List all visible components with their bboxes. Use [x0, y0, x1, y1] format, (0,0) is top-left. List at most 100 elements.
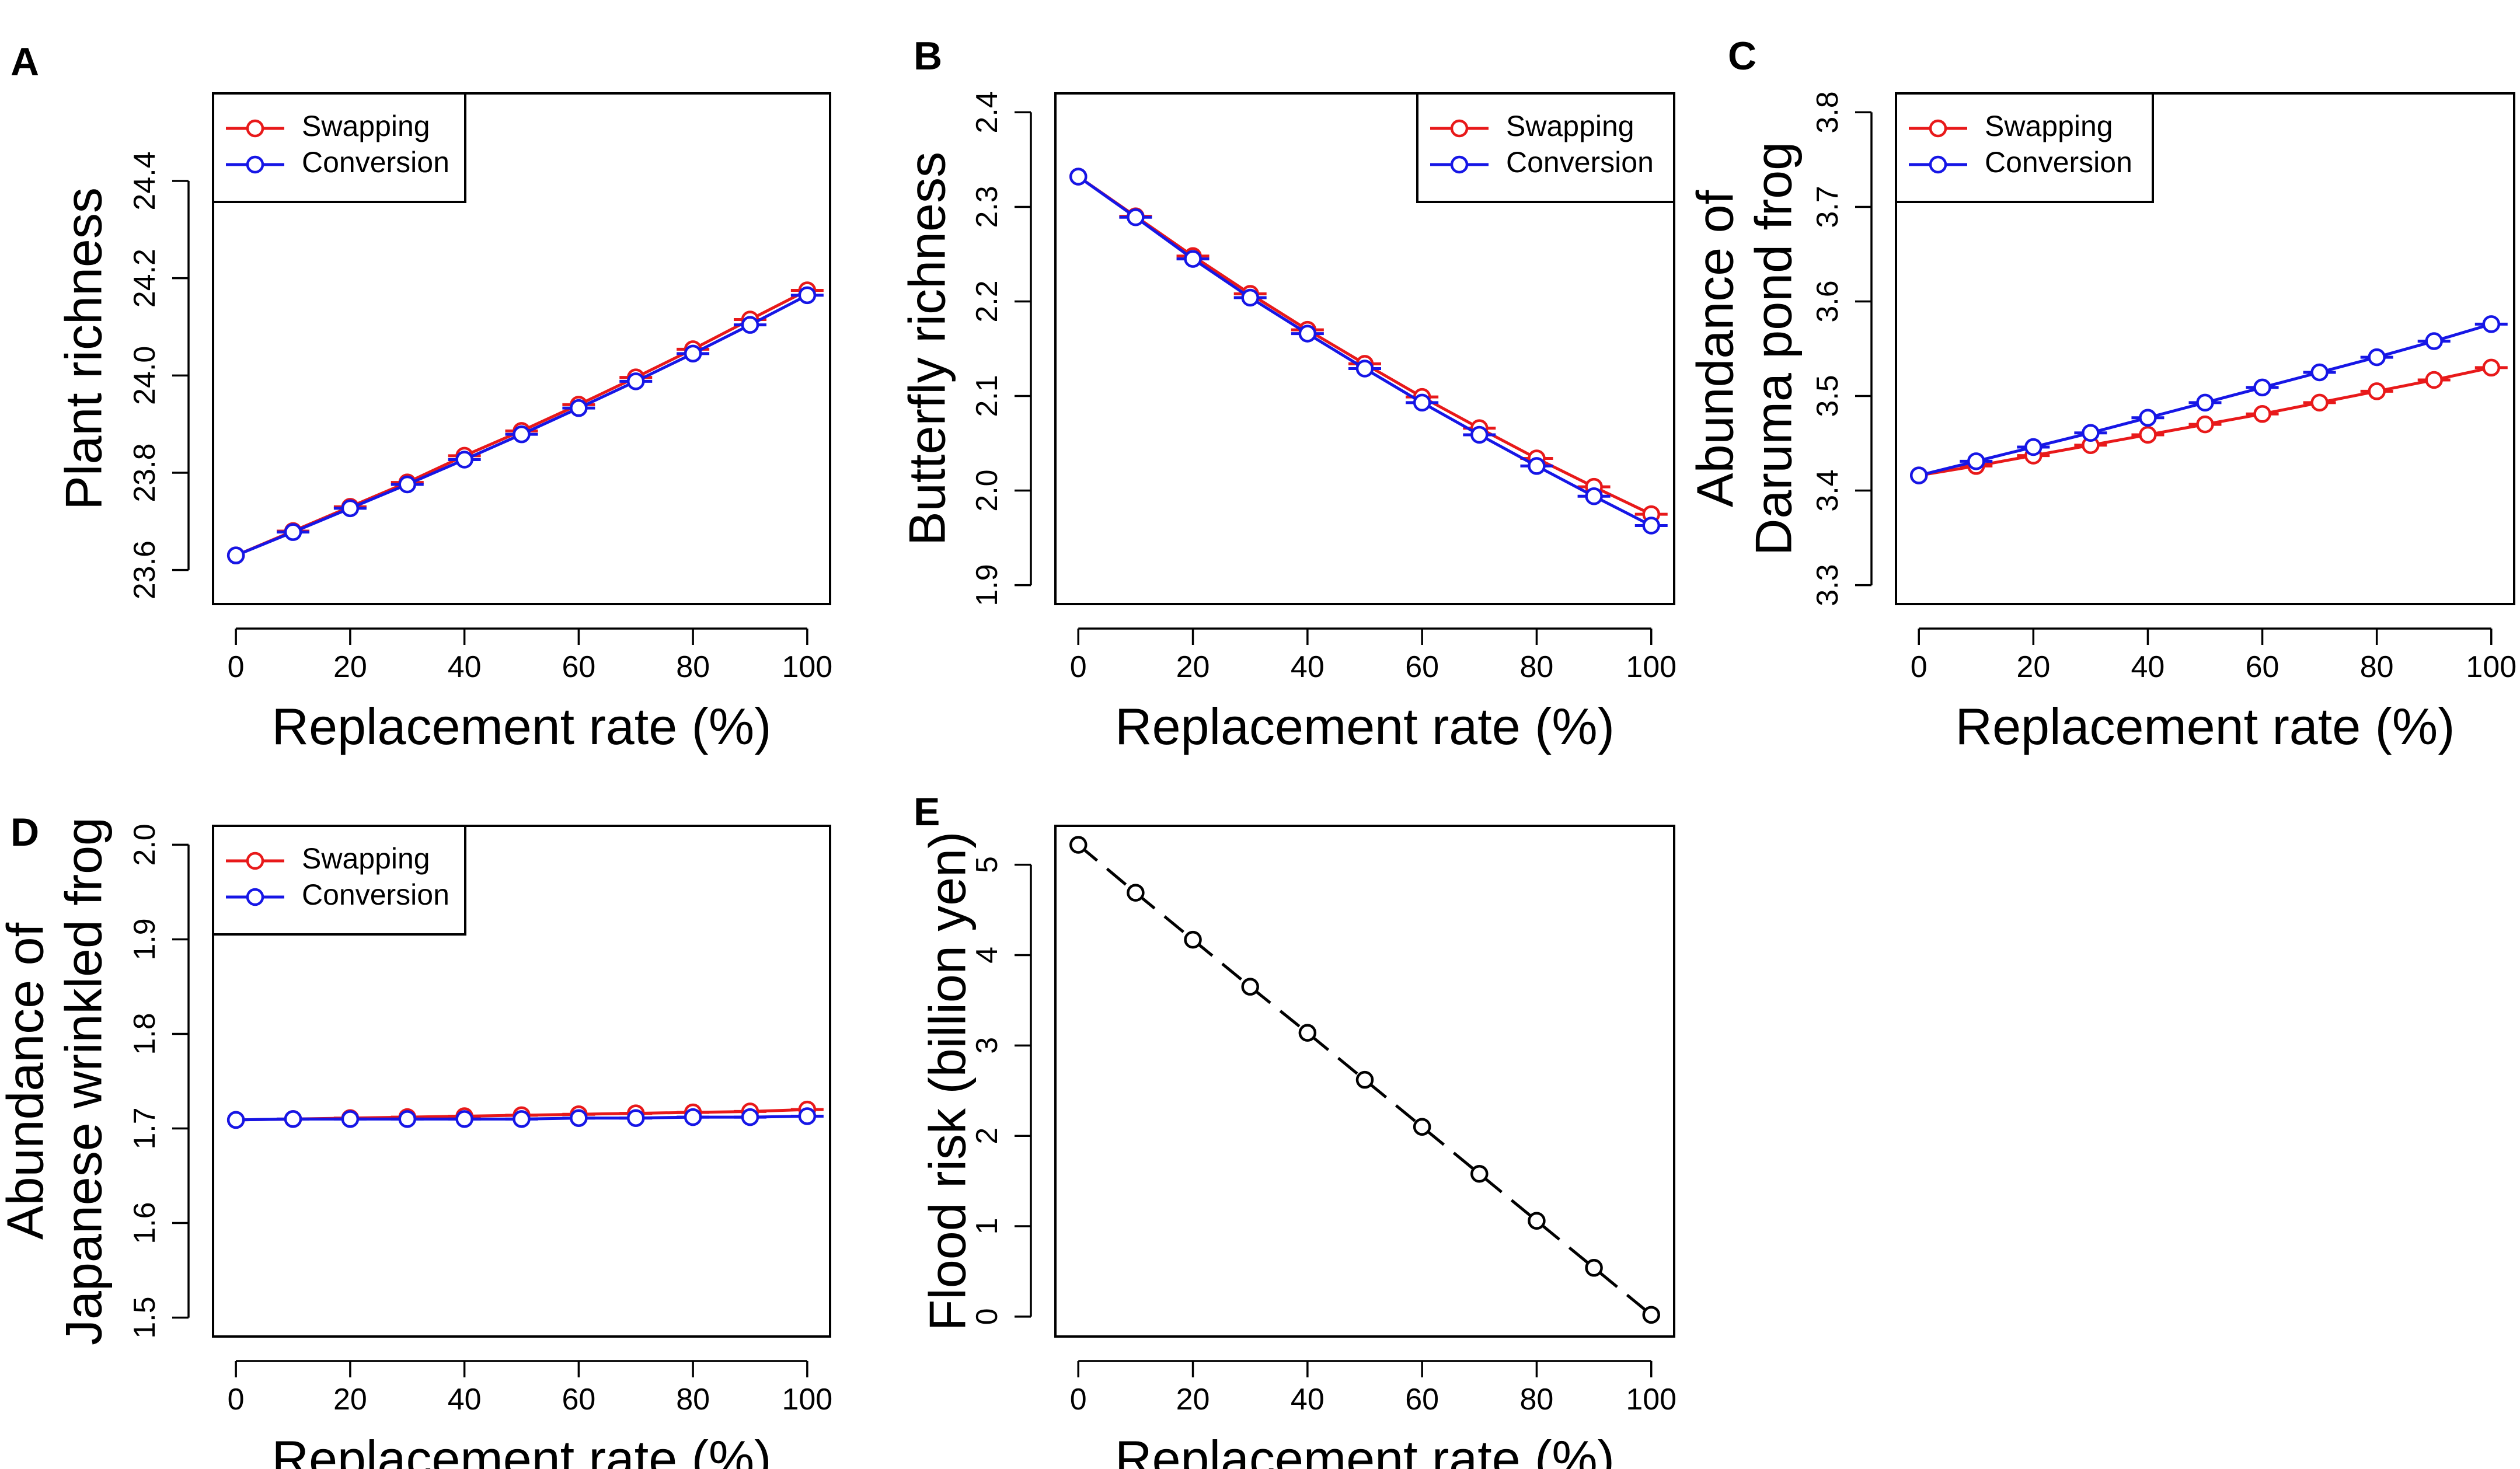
legend-label: Conversion	[302, 878, 449, 911]
data-point	[1528, 1212, 1546, 1230]
data-point	[455, 1110, 473, 1128]
data-point	[2196, 415, 2214, 434]
y-axis-title: Flood risk (billion yen)	[918, 832, 976, 1331]
x-tick-label: 40	[1291, 1383, 1325, 1416]
data-point	[1470, 425, 1489, 444]
data-point	[1184, 930, 1202, 949]
panel-label: A	[11, 40, 39, 84]
panel-label: B	[914, 34, 942, 78]
legend-swatch-marker	[1929, 119, 1947, 138]
x-tick-label: 0	[1911, 650, 1928, 684]
x-tick-label: 40	[448, 1383, 482, 1416]
data-point	[1528, 457, 1546, 475]
data-point	[284, 523, 302, 541]
y-tick-label: 1.7	[128, 1107, 162, 1149]
series-conversion	[1069, 168, 1668, 535]
y-tick-label: 1.5	[128, 1296, 162, 1338]
y-tick-label: 23.6	[128, 540, 162, 599]
data-point	[1184, 250, 1202, 268]
data-point	[2310, 363, 2329, 382]
legend-swatch-marker	[246, 852, 264, 870]
data-point	[1241, 288, 1259, 307]
legend-swatch-marker	[246, 155, 264, 174]
data-point	[626, 372, 645, 390]
x-tick-label: 80	[1520, 1383, 1554, 1416]
x-tick-label: 100	[2466, 650, 2516, 684]
y-tick-label: 4	[970, 947, 1004, 964]
data-point	[2425, 332, 2443, 350]
y-tick-label: 0	[970, 1308, 1004, 1325]
data-point	[1413, 393, 1431, 412]
data-point	[226, 1111, 245, 1129]
data-point	[2139, 409, 2157, 427]
data-point	[341, 1110, 360, 1128]
legend-label: Swapping	[1506, 110, 1634, 142]
x-tick-label: 60	[562, 650, 595, 684]
x-tick-label: 80	[2360, 650, 2394, 684]
y-tick-label: 1.9	[970, 564, 1004, 606]
y-tick-label: 2.0	[128, 824, 162, 866]
panel-label: C	[1728, 34, 1756, 78]
data-point	[2368, 348, 2386, 367]
y-tick-label: 3.5	[1811, 375, 1845, 417]
plot-frame	[212, 92, 831, 605]
data-point	[1642, 517, 1660, 535]
legend-box	[212, 825, 466, 936]
data-point	[284, 1110, 302, 1128]
y-tick-label: 24.4	[128, 151, 162, 210]
x-tick-label: 0	[1070, 1383, 1087, 1416]
data-point	[2139, 425, 2157, 444]
y-tick-label: 1	[970, 1218, 1004, 1235]
y-tick-label: 24.0	[128, 346, 162, 405]
data-point	[513, 425, 531, 444]
x-tick-label: 100	[1626, 650, 1676, 684]
x-tick-label: 40	[448, 650, 482, 684]
data-point	[1642, 1306, 1660, 1324]
x-axis: 0 20 40 60 80 100 Replacement rate (%)	[1911, 627, 2516, 755]
y-tick-label: 3.6	[1811, 280, 1845, 322]
data-point	[513, 1110, 531, 1128]
data-point	[2082, 424, 2100, 442]
series-flood-risk	[1069, 836, 1660, 1324]
data-point	[1298, 1024, 1317, 1042]
x-tick-label: 100	[1626, 1383, 1676, 1416]
data-point	[798, 1107, 817, 1125]
legend-swatch-marker	[1450, 155, 1469, 174]
data-point	[1355, 1070, 1374, 1089]
panel-e: E 0 20 40 60 80 100 Replacement rate (%) 0 1 2 3 4 5F…	[914, 790, 1676, 1469]
y-tick-label: 3.7	[1811, 186, 1845, 228]
data-point	[455, 451, 473, 469]
data-point	[741, 316, 759, 334]
data-point	[2482, 358, 2501, 377]
plot-frame	[212, 825, 831, 1338]
panel-b: B 0 20 40 60 80 100 Replacement rate (%) 1.9 2.0 2…	[898, 34, 1676, 755]
x-axis-title: Replacement rate (%)	[272, 1430, 772, 1469]
x-tick-label: 40	[2131, 650, 2165, 684]
data-point	[341, 499, 360, 518]
y-axis: 3.3 3.4 3.5 3.6 3.7 3.8 Abundance of Daruma pon…	[1686, 91, 1873, 606]
y-tick-label: 2.2	[970, 280, 1004, 322]
data-point	[1355, 360, 1374, 378]
x-tick-label: 60	[1405, 1383, 1439, 1416]
panel-label: E	[914, 790, 940, 834]
y-tick-label: 24.2	[128, 249, 162, 308]
x-tick-label: 100	[782, 1383, 832, 1416]
x-tick-label: 60	[1405, 650, 1439, 684]
data-point	[2482, 315, 2501, 333]
data-point	[1585, 487, 1603, 505]
legend: Swapping Conversion	[212, 92, 466, 203]
x-axis-title: Replacement rate (%)	[272, 697, 772, 755]
data-point	[1585, 1259, 1603, 1277]
y-tick-label: 3	[970, 1037, 1004, 1054]
y-tick-label: 2.4	[970, 91, 1004, 133]
legend-label: Swapping	[302, 842, 430, 875]
legend-label: Conversion	[1506, 146, 1654, 179]
legend-swatch-marker	[1450, 119, 1469, 138]
legend-swatch-marker	[246, 888, 264, 906]
data-point	[2196, 393, 2214, 412]
x-tick-label: 20	[333, 1383, 367, 1416]
x-tick-label: 80	[676, 1383, 710, 1416]
series-swapping	[1069, 168, 1668, 524]
